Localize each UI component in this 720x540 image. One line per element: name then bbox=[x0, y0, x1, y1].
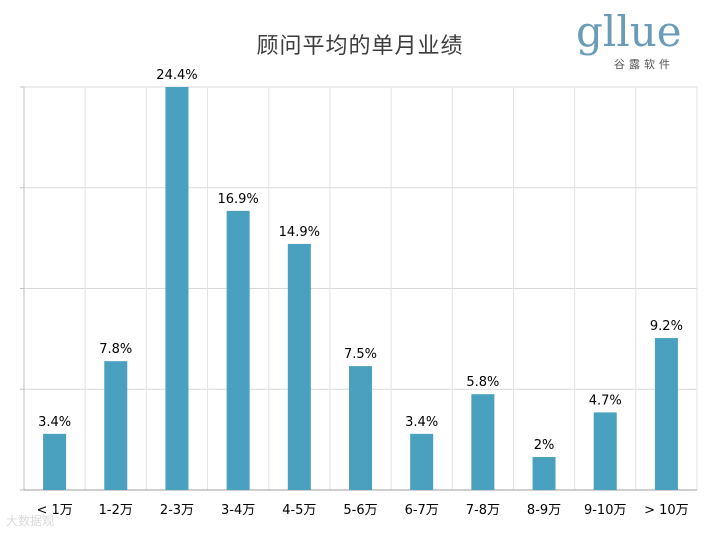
data-label: 3.4% bbox=[38, 415, 71, 430]
data-label: 24.4% bbox=[156, 68, 197, 83]
x-tick-label: 2-3万 bbox=[160, 503, 194, 518]
bar bbox=[532, 456, 556, 490]
bar bbox=[654, 338, 678, 490]
data-label: 7.5% bbox=[344, 347, 377, 362]
bar bbox=[104, 361, 128, 490]
bar bbox=[593, 412, 617, 490]
data-label: 2% bbox=[534, 438, 555, 453]
x-tick-label: 4-5万 bbox=[282, 503, 316, 518]
bar bbox=[471, 394, 495, 490]
data-label: 7.8% bbox=[99, 342, 132, 357]
bar bbox=[410, 433, 434, 490]
bar bbox=[43, 433, 67, 490]
x-tick-label: 1-2万 bbox=[99, 503, 133, 518]
gllue-logo: gllue 谷露软件 bbox=[576, 8, 700, 74]
bar bbox=[165, 87, 189, 490]
data-label: 16.9% bbox=[217, 192, 258, 207]
bar bbox=[287, 243, 311, 490]
logo-subtitle: 谷露软件 bbox=[614, 58, 674, 71]
data-label: 9.2% bbox=[650, 319, 683, 334]
x-tick-label: 8-9万 bbox=[527, 503, 561, 518]
data-label: 4.7% bbox=[589, 393, 622, 408]
data-label: 14.9% bbox=[279, 225, 320, 240]
x-tick-label: 7-8万 bbox=[466, 503, 500, 518]
bar bbox=[226, 210, 250, 490]
logo-wordmark: gllue bbox=[576, 7, 682, 56]
bar bbox=[349, 366, 372, 490]
chart-title: 顾问平均的单月业绩 bbox=[256, 34, 464, 59]
data-label: 5.8% bbox=[466, 375, 499, 390]
data-label: 3.4% bbox=[405, 415, 438, 430]
x-tick-label: > 10万 bbox=[644, 503, 689, 518]
x-tick-label: 6-7万 bbox=[405, 503, 439, 518]
watermark: 大数据观 bbox=[6, 514, 55, 528]
x-tick-label: < 1万 bbox=[36, 503, 72, 518]
x-tick-label: 5-6万 bbox=[343, 503, 377, 518]
x-tick-label: 3-4万 bbox=[221, 503, 255, 518]
x-tick-label: 9-10万 bbox=[584, 503, 627, 518]
